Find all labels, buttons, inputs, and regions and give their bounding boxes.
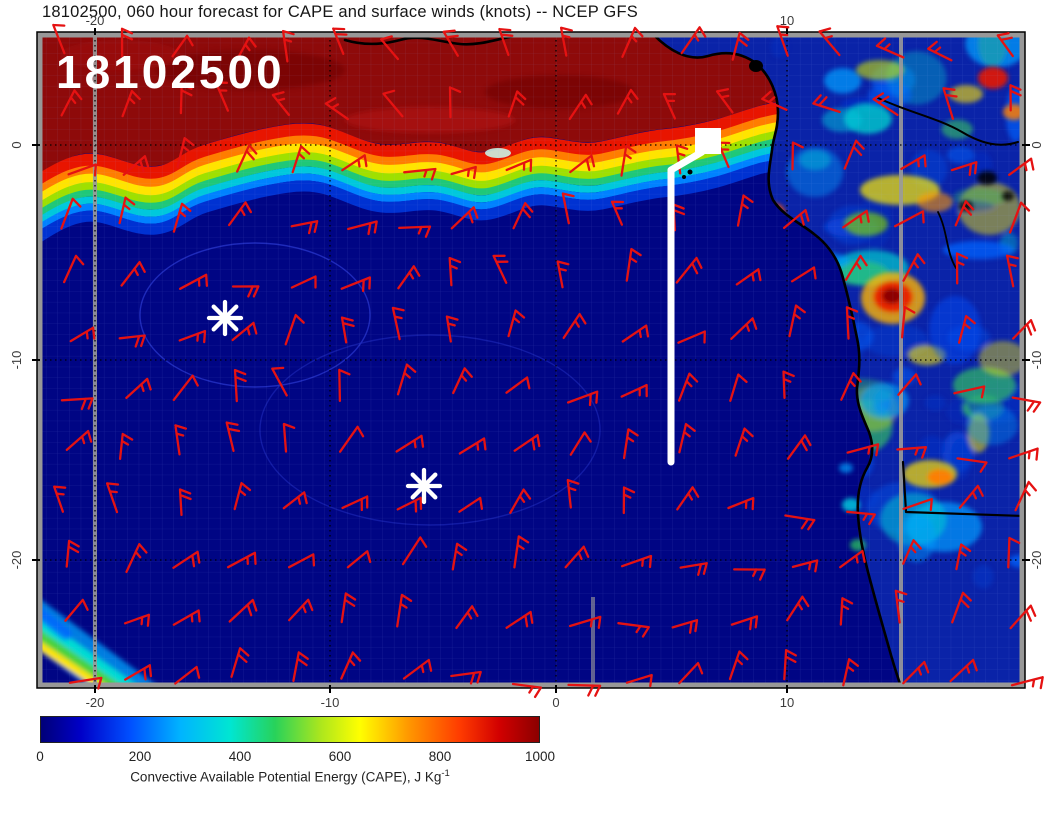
- cape-colorbar: [40, 716, 540, 743]
- axis-tick-label: -20: [9, 551, 24, 570]
- colorbar-tick-label: 0: [36, 749, 44, 764]
- colorbar-tick-label: 400: [228, 749, 252, 764]
- colorbar-tick-label: 600: [328, 749, 352, 764]
- colorbar-tick-labels: 0 200 400 600 800 1000: [36, 749, 555, 765]
- wind-barbs: [52, 23, 1044, 699]
- asterisk-marker: [405, 467, 443, 505]
- axis-tick-label: -10: [1029, 351, 1044, 370]
- white-markers: [206, 128, 721, 505]
- map-timestamp-label: 18102500: [56, 46, 285, 98]
- colorbar-tick-label: 200: [128, 749, 152, 764]
- colorbar-tick-label: 1000: [524, 749, 556, 764]
- colorbar-caption: Convective Available Potential Energy (C…: [30, 768, 550, 785]
- page-title: 18102500, 060 hour forecast for CAPE and…: [42, 3, 638, 21]
- track-square: [695, 128, 721, 154]
- axis-tick-label: -10: [9, 351, 24, 370]
- axis-tick-label: 0: [1029, 141, 1044, 148]
- axis-tick-label: -20: [86, 13, 105, 28]
- axis-ticks: -20 10 -20 -10 0 10 0 -10 -20 0 -10 -20: [9, 13, 1044, 710]
- axis-tick-label: 0: [9, 141, 24, 148]
- axis-tick-label: -20: [86, 695, 105, 710]
- track-line: [667, 148, 706, 466]
- colorbar-caption-exponent: -1: [441, 768, 450, 779]
- axis-tick-label: 10: [780, 695, 794, 710]
- colorbar-tick-label: 800: [428, 749, 452, 764]
- axis-tick-label: -10: [321, 695, 340, 710]
- axis-tick-label: 10: [780, 13, 794, 28]
- axis-tick-label: -20: [1029, 551, 1044, 570]
- islands: [682, 60, 763, 179]
- axis-tick-label: 0: [552, 695, 559, 710]
- dotted-graticule: [40, 35, 1022, 685]
- colorbar-caption-text: Convective Available Potential Energy (C…: [130, 769, 442, 785]
- asterisk-marker: [206, 299, 244, 337]
